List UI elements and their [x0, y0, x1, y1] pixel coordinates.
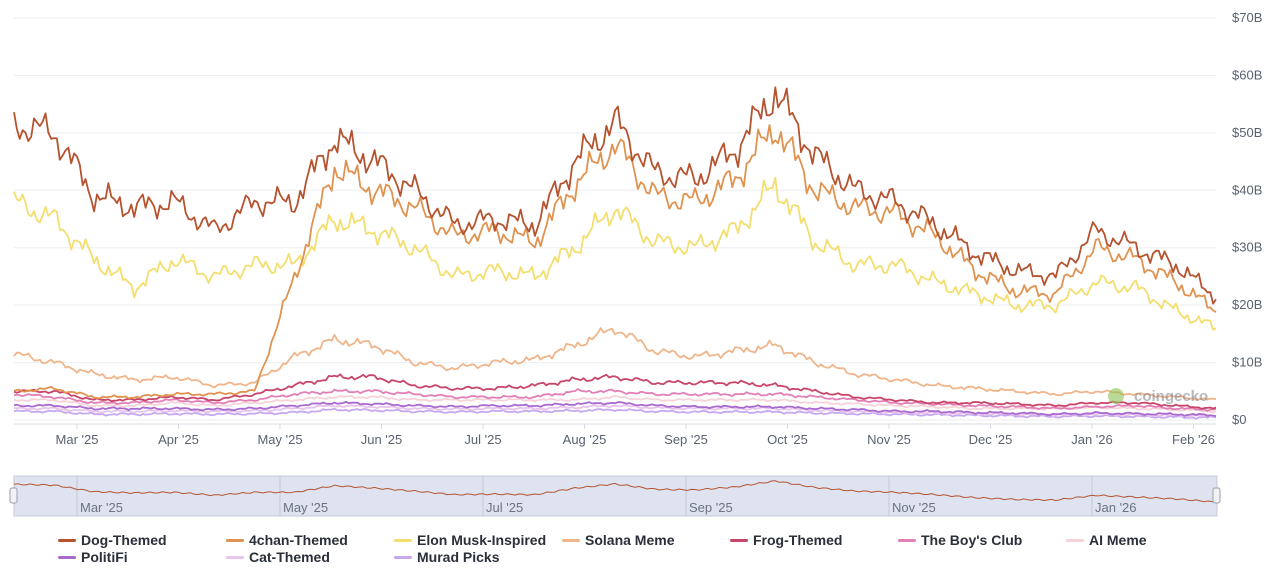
y-tick-label: $60B: [1232, 67, 1262, 82]
legend-label: PolitiFi: [81, 549, 128, 565]
legend-item-dog-themed[interactable]: Dog-Themed: [58, 532, 167, 548]
series-line-frog-themed[interactable]: [13, 373, 1217, 410]
legend-item-cat-themed[interactable]: Cat-Themed: [226, 549, 330, 565]
navigator-axis: Mar '25 May '25 Jul '25 Sep '25 Nov '25 Jan '…: [80, 500, 1137, 515]
legend-label: Cat-Themed: [249, 549, 330, 565]
x-tick-label: Sep '25: [664, 432, 708, 447]
legend-swatch: [58, 538, 76, 542]
legend-swatch: [226, 538, 244, 542]
series-lines[interactable]: [13, 86, 1217, 420]
x-tick-label: Nov '25: [867, 432, 911, 447]
legend-swatch: [1066, 538, 1084, 542]
navigator-right-handle[interactable]: [1212, 487, 1221, 504]
navigator-tick-label: Nov '25: [892, 500, 936, 515]
legend-label: 4chan-Themed: [249, 532, 348, 548]
y-tick-label: $50B: [1232, 125, 1262, 140]
x-tick-label: Jan '26: [1071, 432, 1113, 447]
series-line-politifi[interactable]: [13, 401, 1217, 417]
navigator-gridlines: [76, 476, 1093, 516]
legend-swatch: [226, 555, 244, 559]
legend-item-the-boy-s-club[interactable]: The Boy's Club: [898, 532, 1022, 548]
legend-item-frog-themed[interactable]: Frog-Themed: [730, 532, 842, 548]
x-tick-label: Jun '25: [361, 432, 403, 447]
legend-item-politifi[interactable]: PolitiFi: [58, 549, 128, 565]
legend-label: The Boy's Club: [921, 532, 1023, 548]
y-tick-label: $70B: [1232, 10, 1262, 25]
y-tick-label: $40B: [1232, 182, 1262, 197]
x-tick-label: Dec '25: [969, 432, 1013, 447]
navigator-tick-label: May '25: [283, 500, 328, 515]
x-tick-label: Aug '25: [563, 432, 607, 447]
navigator-line: [13, 480, 1217, 504]
legend-swatch: [898, 538, 916, 542]
y-tick-label: $20B: [1232, 297, 1262, 312]
series-line-the-boy-s-club[interactable]: [13, 388, 1217, 412]
series-line-elon-musk-inspired[interactable]: [13, 176, 1217, 331]
navigator-tick-label: Sep '25: [689, 500, 733, 515]
legend-swatch: [58, 555, 76, 559]
series-line-murad-picks[interactable]: [13, 407, 1217, 420]
legend-label: Solana Meme: [585, 532, 675, 548]
x-tick-label: Mar '25: [56, 432, 99, 447]
navigator[interactable]: Mar '25 May '25 Jul '25 Sep '25 Nov '25 Jan '…: [9, 475, 1221, 517]
legend-label: AI Meme: [1089, 532, 1147, 548]
x-tick-label: Jul '25: [464, 432, 501, 447]
navigator-tick-label: Jul '25: [486, 500, 523, 515]
legend-label: Murad Picks: [417, 549, 500, 565]
navigator-selection[interactable]: [13, 475, 1218, 517]
navigator-tick-label: Jan '26: [1095, 500, 1137, 515]
y-axis: $0 $10B $20B $30B $40B $50B $60B $70B: [1232, 10, 1262, 427]
series-line-4chan-themed[interactable]: [13, 124, 1217, 400]
watermark-text: coingecko: [1134, 388, 1208, 405]
legend-swatch: [562, 538, 580, 542]
series-line-solana-meme[interactable]: [13, 327, 1217, 401]
x-tick-label: May '25: [257, 432, 302, 447]
legend-item-4chan-themed[interactable]: 4chan-Themed: [226, 532, 348, 548]
y-tick-label: $10B: [1232, 355, 1262, 370]
legend-item-solana-meme[interactable]: Solana Meme: [562, 532, 674, 548]
legend-swatch: [394, 555, 412, 559]
legend-label: Dog-Themed: [81, 532, 167, 548]
y-tick-label: $30B: [1232, 240, 1262, 255]
coingecko-watermark: coingecko: [1108, 388, 1208, 405]
series-line-ai-meme[interactable]: [13, 394, 1217, 414]
navigator-tick-label: Mar '25: [80, 500, 123, 515]
legend-label: Elon Musk-Inspired: [417, 532, 547, 548]
x-tick-label: Apr '25: [158, 432, 199, 447]
gridlines: [14, 17, 1216, 425]
coingecko-logo-icon: [1108, 388, 1124, 404]
x-tick-label: Oct '25: [767, 432, 808, 447]
y-tick-label: $0: [1232, 412, 1246, 427]
legend-item-ai-meme[interactable]: AI Meme: [1066, 532, 1147, 548]
x-tick-label: Feb '26: [1172, 432, 1215, 447]
legend-item-murad-picks[interactable]: Murad Picks: [394, 549, 499, 565]
legend-swatch: [394, 538, 412, 542]
series-line-dog-themed[interactable]: [13, 86, 1217, 305]
legend-label: Frog-Themed: [753, 532, 843, 548]
legend-swatch: [730, 538, 748, 542]
x-axis: Mar '25 Apr '25 May '25 Jun '25 Jul '25 Aug '…: [56, 424, 1215, 447]
legend-item-elon-musk-inspired[interactable]: Elon Musk-Inspired: [394, 532, 546, 548]
navigator-left-handle[interactable]: [9, 487, 18, 504]
